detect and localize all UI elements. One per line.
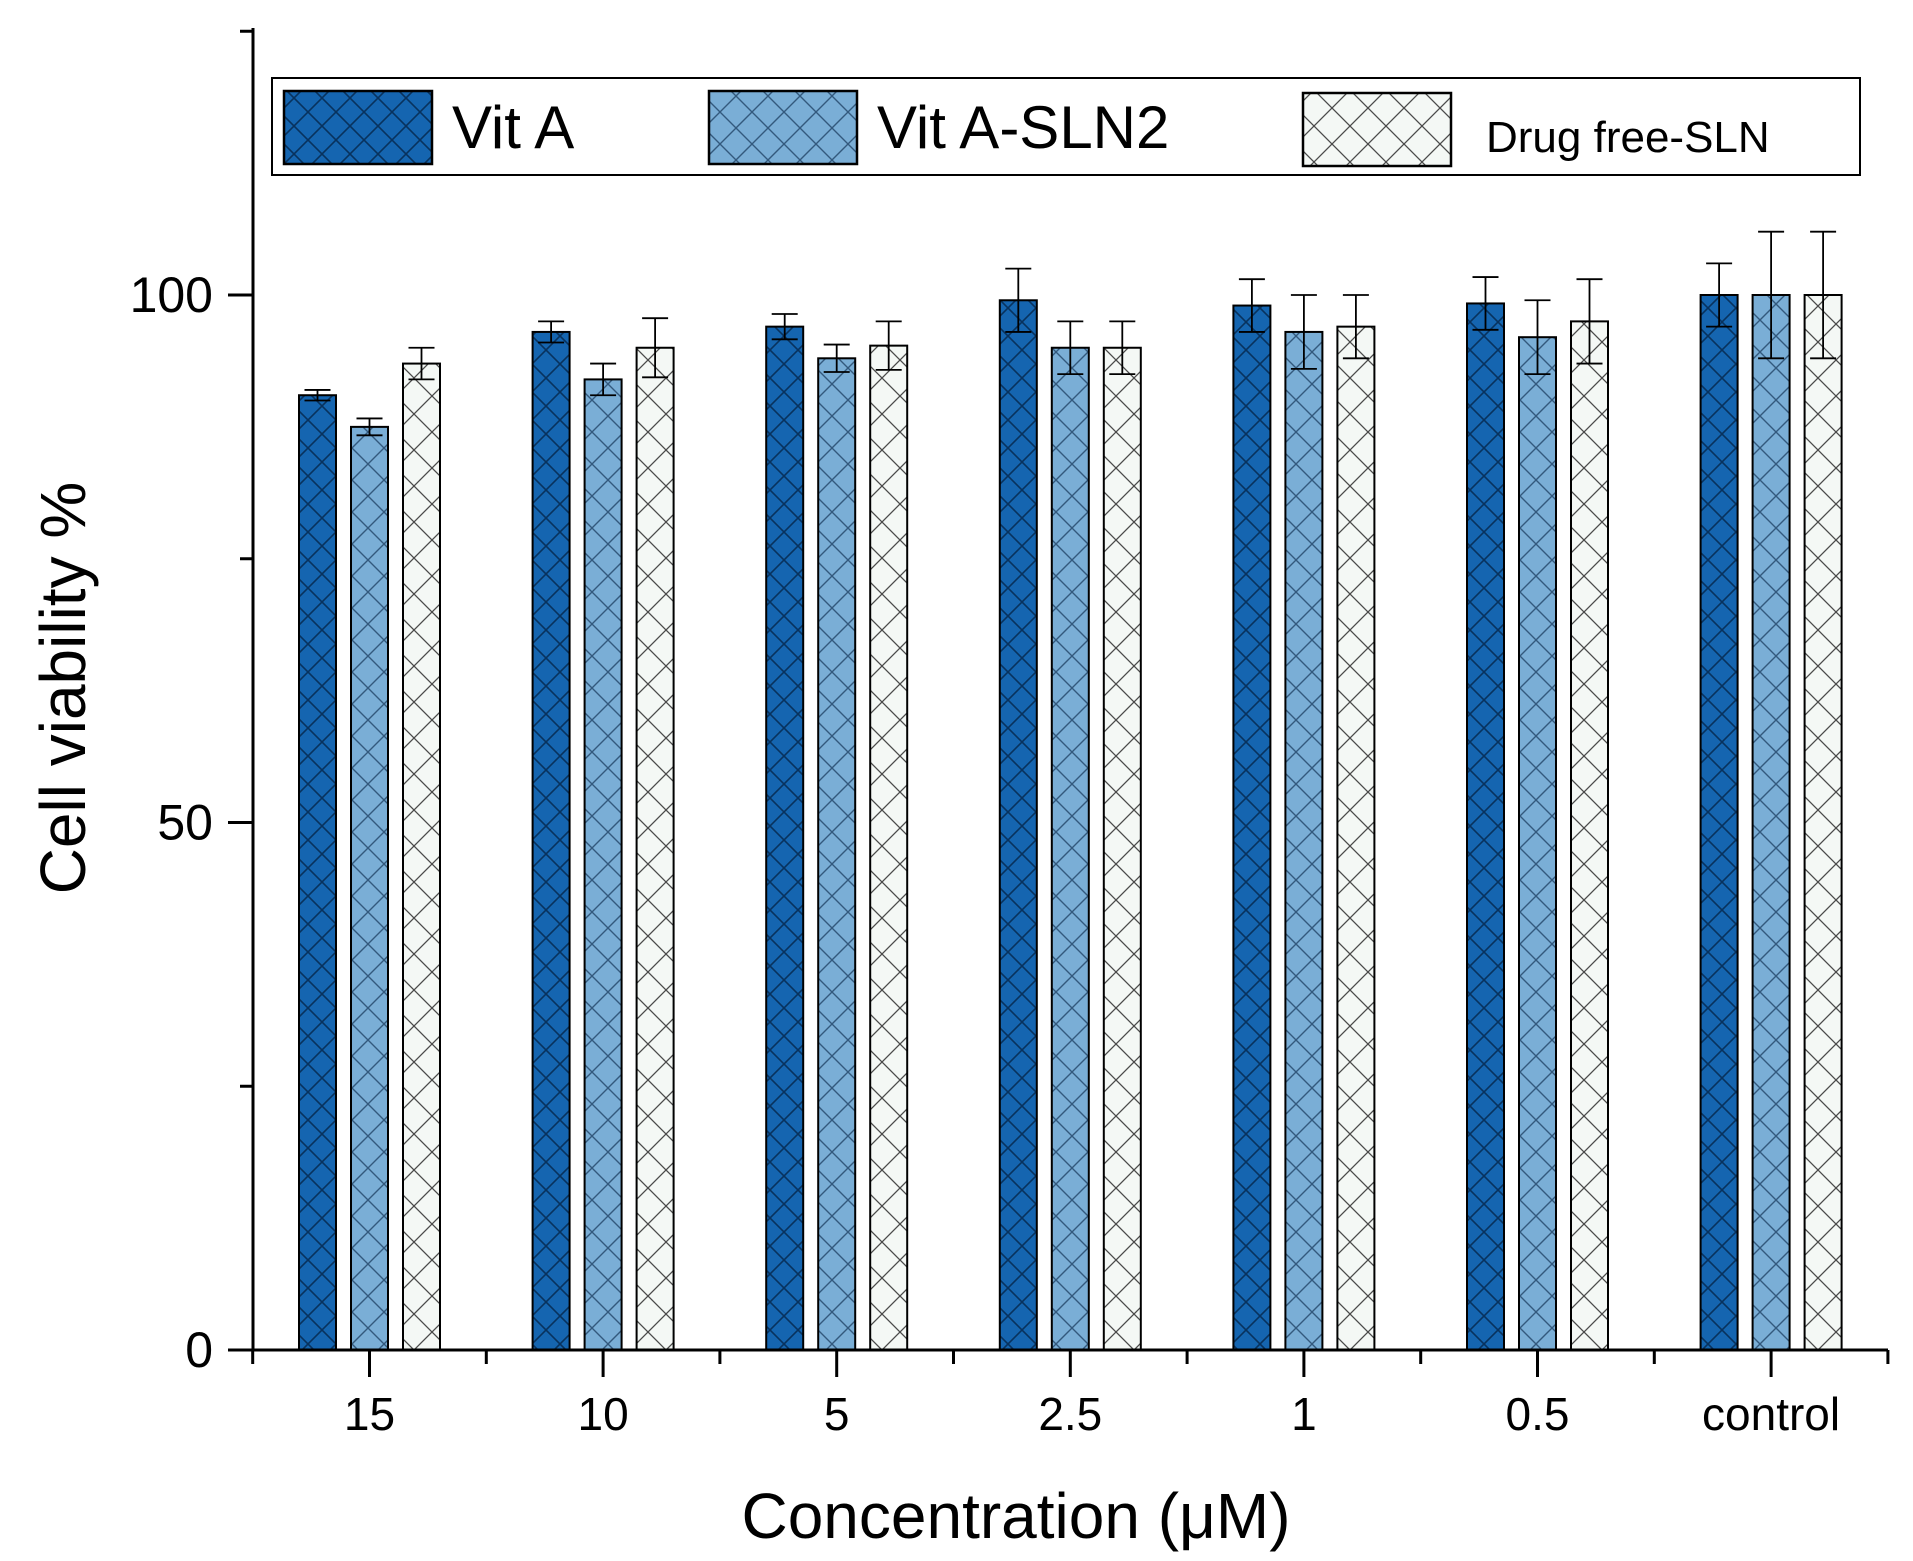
- x-tick-label-2-5: 2.5: [1038, 1388, 1102, 1440]
- y-tick-label-50: 50: [157, 795, 213, 851]
- error-bar-vit-a-control: [1706, 262, 1733, 328]
- error-bar-drug-free-sln-1: [1342, 294, 1369, 360]
- bar-drug-free-sln-0-5: [1570, 320, 1609, 1351]
- legend-swatch-vit-a: [282, 89, 434, 166]
- x-axis-title: Concentration (μM): [741, 1480, 1290, 1552]
- error-bar-vit-a-sln2-control: [1758, 230, 1785, 360]
- y-axis-title: Cell viability %: [27, 482, 99, 895]
- bar-vit-a-2-5: [998, 299, 1038, 1351]
- bar-vit-a-sln2-5: [817, 357, 857, 1351]
- error-bar-drug-free-sln-2-5: [1109, 320, 1136, 376]
- bar-vit-a-1: [1232, 304, 1272, 1351]
- x-tick-label-1: 1: [1291, 1388, 1317, 1440]
- error-bar-vit-a-sln2-2-5: [1057, 320, 1084, 376]
- legend: Vit A Vit A-SLN2 Drug free-SLN: [271, 77, 1861, 176]
- error-bar-drug-free-sln-10: [642, 317, 669, 379]
- bar-drug-free-sln-control: [1803, 294, 1843, 1351]
- bar-drug-free-sln-1: [1336, 325, 1376, 1351]
- error-bar-drug-free-sln-0-5: [1576, 278, 1603, 365]
- bar-drug-free-sln-5: [869, 344, 909, 1351]
- error-bar-vit-a-5: [771, 313, 798, 341]
- bar-vit-a-15: [298, 394, 337, 1352]
- error-bar-vit-a-sln2-1: [1290, 294, 1317, 370]
- bar-vit-a-control: [1699, 294, 1739, 1351]
- bars-layer: [298, 294, 1843, 1352]
- bar-vit-a-sln2-15: [350, 425, 389, 1351]
- bar-vit-a-sln2-10: [583, 378, 623, 1351]
- x-tick-label-5: 5: [824, 1388, 850, 1440]
- legend-frame: [271, 77, 1861, 176]
- error-bar-vit-a-0-5: [1472, 276, 1499, 331]
- y-tick-label-0: 0: [185, 1322, 213, 1378]
- error-bar-vit-a-sln2-5: [823, 343, 850, 373]
- legend-label-vit-a: Vit A: [452, 94, 574, 161]
- bar-vit-a-sln2-0-5: [1518, 336, 1557, 1351]
- bar-vit-a-10: [531, 330, 571, 1351]
- error-bar-drug-free-sln-control: [1810, 230, 1837, 360]
- x-tick-label-15: 15: [344, 1388, 395, 1440]
- legend-label-vit-a-sln2: Vit A-SLN2: [877, 94, 1169, 161]
- legend-swatch-vit-a-sln2: [707, 89, 859, 166]
- ticks-layer: 0 50 100 15 10 5 2.5 1 0.5 control: [130, 29, 1890, 1440]
- bar-drug-free-sln-15: [402, 362, 441, 1351]
- error-bar-drug-free-sln-5: [875, 320, 902, 371]
- y-tick-label-100: 100: [130, 267, 213, 323]
- bar-vit-a-sln2-2-5: [1050, 346, 1090, 1351]
- error-bar-vit-a-1: [1238, 278, 1265, 333]
- bar-drug-free-sln-2-5: [1102, 346, 1142, 1351]
- error-bar-vit-a-10: [538, 320, 565, 344]
- error-bar-vit-a-sln2-15: [356, 417, 383, 437]
- error-bar-vit-a-sln2-0-5: [1524, 299, 1551, 376]
- bar-vit-a-sln2-control: [1751, 294, 1791, 1351]
- error-bar-vit-a-15: [304, 389, 331, 402]
- bar-drug-free-sln-10: [635, 346, 675, 1351]
- error-bar-drug-free-sln-15: [408, 346, 435, 381]
- error-bars-layer: [304, 230, 1837, 437]
- x-tick-label-0-5: 0.5: [1506, 1388, 1570, 1440]
- error-bar-vit-a-2-5: [1005, 267, 1032, 333]
- bar-vit-a-sln2-1: [1284, 330, 1324, 1351]
- error-bar-vit-a-sln2-10: [590, 362, 617, 397]
- x-tick-label-control: control: [1702, 1388, 1840, 1440]
- legend-swatch-drug-free-sln: [1301, 91, 1453, 168]
- bar-vit-a-5: [765, 325, 805, 1351]
- bar-vit-a-0-5: [1466, 302, 1505, 1352]
- x-tick-label-10: 10: [578, 1388, 629, 1440]
- legend-label-drug-free-sln: Drug free-SLN: [1486, 113, 1770, 162]
